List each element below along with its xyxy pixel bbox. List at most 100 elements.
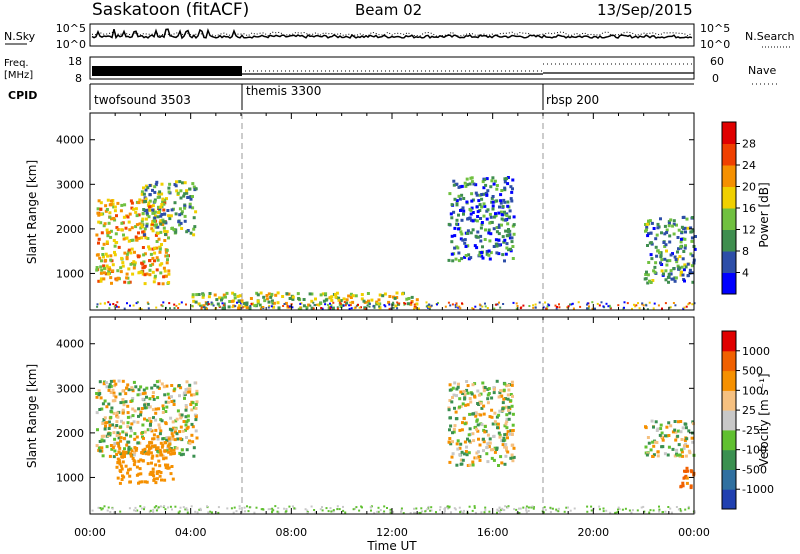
vel-echo-cell [178, 451, 182, 455]
vel-ground-cell [616, 511, 619, 514]
power-echo-cell [182, 194, 186, 198]
power-ground-cell [348, 304, 351, 307]
vel-echo-cell [109, 415, 113, 419]
power-echo-cell [668, 234, 672, 238]
vel-echo-cell [448, 428, 451, 432]
power-ground-cell [626, 302, 629, 305]
power-echo-cell [481, 245, 484, 249]
vel-echo-cell [686, 469, 690, 473]
vel-echo-cell [159, 450, 163, 454]
power-echo-cell [132, 266, 136, 270]
vel-echo-cell [150, 456, 154, 460]
vel-ground-cell [128, 507, 131, 510]
vel-echo-cell [466, 437, 469, 441]
power-echo-cell [497, 225, 501, 229]
vel-echo-cell [179, 416, 183, 420]
power-echo-cell [669, 218, 673, 222]
power-ground-cell [457, 306, 460, 309]
power-ground-cell [312, 301, 315, 304]
vel-echo-cell [685, 476, 689, 480]
power-echo-cell [447, 222, 451, 226]
vel-echo-cell [504, 446, 508, 450]
power-echo-cell [135, 238, 139, 242]
vel-ground-cell [684, 508, 687, 511]
vel-ground-cell [443, 511, 446, 514]
power-echo-cell [484, 183, 488, 187]
vel-echo-cell [505, 417, 509, 421]
vel-echo-cell [173, 446, 177, 450]
power-ground-cell [455, 302, 458, 305]
vel-echo-cell [117, 458, 121, 462]
power-ground-cell [175, 304, 178, 307]
power-ground-cell [398, 302, 401, 305]
power-echo-cell [96, 207, 100, 211]
vel-echo-cell [137, 407, 141, 411]
vel-echo-cell [171, 437, 175, 441]
power-colorbar-swatch [722, 272, 736, 295]
vel-echo-cell [185, 427, 189, 431]
vel-echo-cell [170, 400, 174, 403]
power-ground-cell [481, 305, 484, 308]
vel-ground-cell [134, 506, 137, 509]
power-echo-cell [510, 190, 514, 194]
vel-echo-cell [465, 380, 469, 383]
power-ground-cell [598, 304, 601, 307]
power-echo-cell [675, 223, 678, 227]
power-echo-cell [653, 265, 657, 269]
power-echo-cell [503, 177, 507, 181]
power-ground-cell [135, 302, 138, 305]
power-ground-cell [180, 301, 183, 304]
power-echo-cell [151, 247, 155, 251]
power-ground-cell [218, 305, 221, 308]
power-ground-cell [555, 307, 558, 310]
vel-ground-cell [111, 507, 114, 510]
vel-echo-cell [460, 428, 464, 432]
power-echo-cell [188, 187, 192, 191]
vel-echo-cell [497, 413, 501, 417]
power-echo-cell [485, 217, 489, 221]
power-echo-cell [500, 223, 503, 227]
power-echo-cell [461, 206, 465, 210]
vel-ground-cell [421, 510, 424, 513]
power-echo-cell [109, 235, 113, 239]
vel-echo-cell [133, 450, 137, 454]
power-echo-cell [191, 195, 194, 198]
power-echo-cell [463, 238, 467, 242]
power-echo-cell [141, 217, 145, 221]
power-echo-cell [314, 297, 317, 301]
vel-echo-cell [178, 430, 182, 434]
vel-echo-cell [184, 405, 188, 409]
vel-ground-cell [446, 505, 449, 508]
vel-echo-cell [152, 437, 156, 441]
vel-echo-cell [675, 448, 679, 452]
vel-echo-cell [156, 435, 160, 439]
vel-echo-cell [450, 400, 454, 404]
power-echo-cell [153, 210, 157, 214]
vel-ground-cell [284, 510, 287, 513]
power-ground-cell [259, 307, 262, 310]
power-echo-cell [178, 213, 182, 217]
vel-echo-cell [680, 450, 684, 454]
power-echo-cell [410, 295, 414, 299]
power-echo-cell [175, 189, 179, 193]
power-echo-cell [310, 299, 314, 303]
vel-echo-cell [503, 382, 507, 386]
vel-echo-cell [143, 417, 146, 421]
vel-echo-cell [487, 387, 491, 391]
power-echo-cell [339, 305, 343, 309]
vel-echo-cell [150, 444, 154, 448]
vel-ground-cell [652, 509, 655, 512]
power-echo-cell [450, 240, 454, 244]
power-echo-cell [693, 247, 697, 251]
power-echo-cell [684, 244, 687, 248]
power-echo-cell [668, 240, 672, 244]
power-ground-cell [528, 305, 531, 307]
vel-echo-cell [160, 453, 164, 457]
power-ground-cell [271, 302, 274, 305]
power-echo-cell [129, 239, 133, 242]
power-ground-cell [631, 307, 633, 310]
power-echo-cell [158, 250, 162, 254]
power-echo-cell [460, 184, 464, 188]
vel-echo-cell [506, 436, 509, 440]
power-echo-cell [163, 239, 167, 242]
